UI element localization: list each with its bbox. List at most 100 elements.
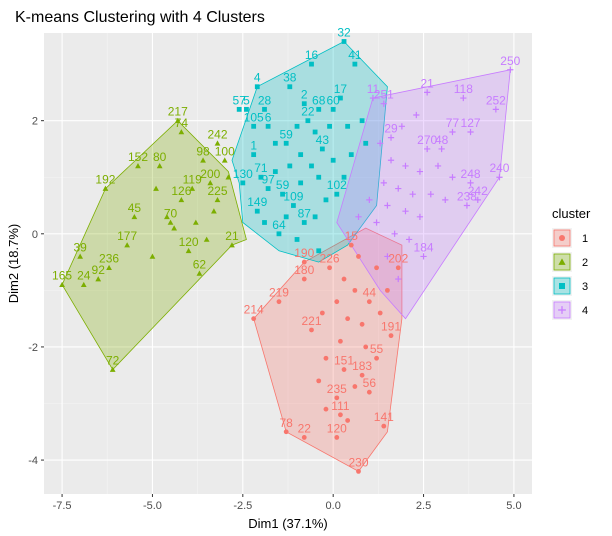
x-tick-label: 0.0 [326, 500, 341, 512]
cluster-1-point [356, 468, 361, 474]
cluster-3-point [272, 169, 278, 174]
cluster-4-point [496, 174, 503, 181]
cluster-1-point [352, 384, 358, 389]
point-label: 221 [301, 314, 321, 328]
cluster-2-point [106, 264, 112, 271]
cluster-4-point [377, 140, 384, 147]
point-label: 5 [243, 93, 250, 107]
legend-key-2-marker [558, 258, 566, 265]
point-label: 21 [225, 229, 239, 243]
cluster-1-point [301, 276, 307, 282]
point-label: 219 [269, 286, 289, 300]
point-label: 55 [370, 342, 384, 356]
cluster-3-point [280, 191, 285, 197]
point-label: 57 [233, 93, 247, 107]
point-label: 32 [337, 25, 351, 39]
point-label: 11 [367, 82, 380, 96]
legend-key-3-marker [559, 283, 565, 289]
point-label: 44 [363, 286, 377, 300]
cluster-3-hull [231, 41, 388, 263]
point-label: 105 [244, 110, 264, 124]
cluster-3-point [323, 197, 329, 203]
cluster-4-point [380, 100, 387, 107]
cluster-2-hull [61, 120, 247, 371]
point-label: 217 [168, 105, 188, 119]
cluster-4-point [424, 145, 431, 153]
cluster-1-point [338, 338, 343, 344]
cluster-3-point [254, 84, 260, 90]
point-label: 21 [420, 76, 434, 90]
cluster-3-point [283, 140, 289, 146]
point-label: 230 [348, 455, 368, 469]
cluster-1-point [374, 265, 379, 271]
cluster-4-point [442, 196, 449, 203]
point-label: 62 [193, 257, 207, 271]
point-label: 151 [334, 354, 354, 368]
cluster-1-point [345, 316, 351, 322]
cluster-1-point [341, 367, 347, 372]
cluster-1-point [366, 389, 372, 395]
cluster-4-point [427, 191, 434, 198]
data-points [59, 39, 514, 474]
cluster-3-point [316, 248, 322, 254]
point-label: 109 [283, 190, 303, 204]
cluster-2-point [196, 270, 203, 276]
cluster-3-point [305, 118, 311, 124]
cluster-4-point [405, 236, 413, 243]
point-label: 177 [117, 229, 137, 243]
cluster-2-point [131, 213, 138, 220]
cluster-4-point [474, 196, 481, 203]
cluster-4-point [420, 253, 427, 260]
cluster-2-point [211, 208, 217, 214]
cluster-1-point [309, 327, 314, 333]
cluster-2-point [221, 157, 228, 163]
cluster-2-point [192, 219, 199, 225]
cluster-4-point [398, 123, 405, 130]
point-label: 127 [461, 116, 481, 130]
cluster-2-point [167, 219, 174, 225]
cluster-2-point [178, 129, 185, 135]
cluster-3-point [309, 61, 314, 67]
point-label: 248 [461, 167, 481, 181]
cluster-3-point [236, 106, 242, 112]
cluster-4-point [413, 111, 420, 119]
point-label: 59 [280, 127, 294, 141]
cluster-4-point [463, 202, 471, 209]
cluster-4-point [467, 128, 474, 136]
point-label: 100 [215, 144, 235, 158]
cluster-3-point [345, 123, 351, 129]
point-label: 126 [171, 184, 191, 198]
point-label: 270 [417, 133, 437, 147]
point-label: 242 [468, 184, 488, 198]
cluster-3-point [276, 231, 282, 237]
x-tick-label: 2.5 [416, 500, 431, 512]
point-label: 235 [327, 382, 347, 396]
y-tick-label: 2 [32, 116, 38, 128]
cluster-3-point [316, 106, 322, 112]
cluster-2-point [95, 276, 102, 282]
cluster-2-point [164, 213, 170, 220]
point-label: 28 [258, 93, 272, 107]
point-label: 22 [298, 421, 312, 435]
cluster-1-point [334, 299, 340, 305]
cluster-4-point [380, 179, 387, 187]
point-label: 120 [179, 235, 199, 249]
point-label: 64 [272, 218, 286, 232]
cluster-3-point [294, 123, 300, 129]
point-label: 71 [254, 161, 268, 175]
point-label: 102 [327, 178, 347, 192]
minor-gridlines [44, 33, 532, 494]
cluster-3-point [298, 180, 304, 186]
cluster-3-point [341, 174, 347, 180]
cluster-2-point [189, 185, 196, 191]
point-label: 200 [200, 167, 220, 181]
cluster-3-point [330, 106, 336, 112]
cluster-3-point [327, 123, 332, 129]
point-label: 2 [301, 88, 308, 102]
cluster-2-point [174, 117, 181, 123]
point-label: 29 [384, 122, 398, 136]
point-label: 242 [207, 127, 227, 141]
cluster-2-point [178, 196, 185, 203]
point-label: 238 [457, 190, 477, 204]
